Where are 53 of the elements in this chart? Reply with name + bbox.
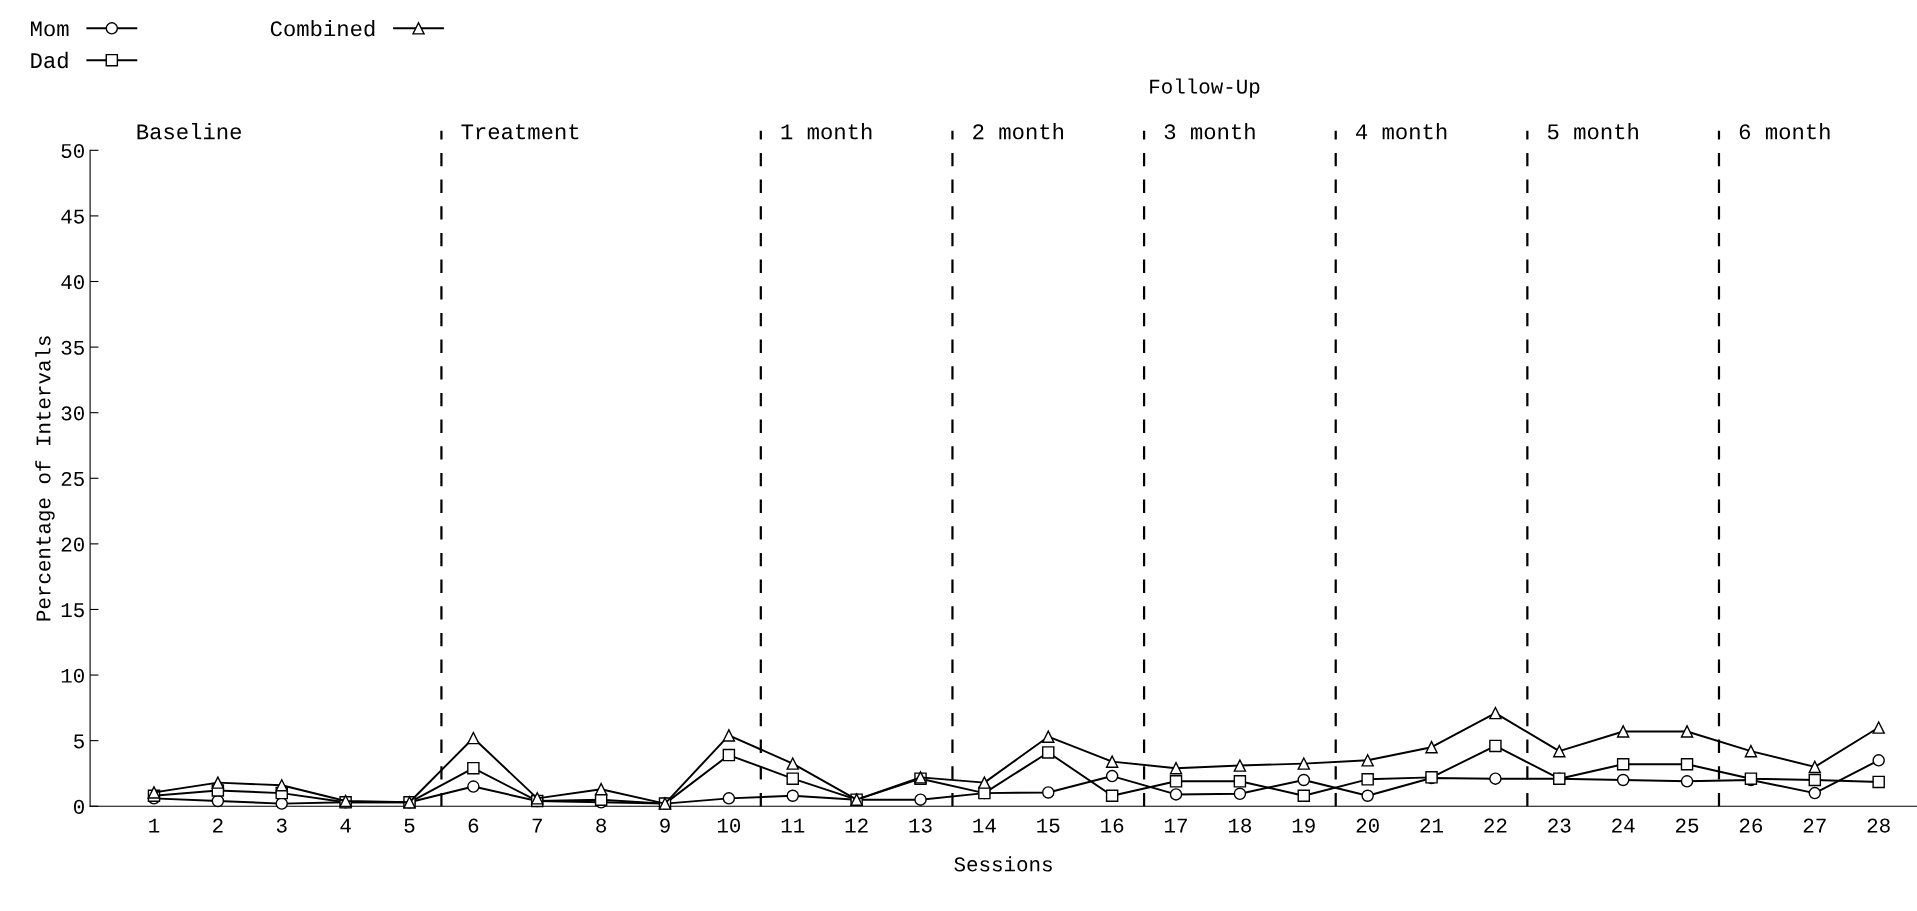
ref-line-label: 5 month [1547, 123, 1638, 140]
x-tick-label: 16 [1101, 818, 1124, 833]
x-axis-title: Sessions [954, 856, 1052, 872]
x-tick-label: 5 [404, 818, 415, 833]
text: Baseline [137, 123, 241, 140]
x-tick-label: 12 [845, 818, 868, 833]
x-tick-label: 13 [909, 818, 932, 833]
x-tick-label: 8 [596, 818, 606, 833]
x-tick-label: 2 [213, 818, 223, 833]
x-tick-label: 1 [149, 818, 160, 833]
y-tick-label: 45 [61, 209, 84, 224]
y-tick-label: 40 [61, 275, 84, 290]
y-tick-label: 10 [61, 668, 84, 683]
x-tick-label: 18 [1228, 818, 1252, 833]
x-tick-label: 17 [1165, 818, 1187, 833]
y-tick-label: 35 [61, 340, 84, 355]
x-tick-label: 19 [1292, 818, 1315, 833]
x-tick-label: 15 [1037, 818, 1060, 833]
ref-line-label: 1 month [781, 123, 872, 140]
x-tick-label: 3 [276, 818, 287, 833]
x-tick-label: 20 [1356, 818, 1379, 833]
y-tick-label: 20 [61, 537, 84, 552]
legend-label: Combined [270, 20, 375, 37]
y-tick-label: 25 [61, 471, 84, 487]
x-tick-label: 24 [1612, 818, 1635, 833]
x-tick-label: 22 [1484, 818, 1507, 833]
ref-line-label: 6 month [1739, 123, 1830, 140]
x-tick-label: 6 [468, 818, 479, 833]
y-tick-label: 5 [74, 734, 84, 749]
ref-line-label: 2 month [973, 123, 1064, 140]
x-tick-label: 25 [1676, 818, 1699, 833]
legend-label: Dad [31, 51, 68, 69]
x-tick-label: 28 [1867, 818, 1890, 833]
x-tick-label: 27 [1803, 818, 1826, 833]
x-tick-label: 26 [1739, 818, 1763, 833]
y-axis-title: Percentage of Intervals [35, 336, 55, 621]
ref-line-label: 3 month [1164, 123, 1255, 140]
x-tick-label: 11 [781, 818, 805, 833]
x-tick-label: 7 [532, 818, 542, 833]
x-tick-label: 23 [1548, 818, 1571, 833]
y-tick-label: 15 [61, 603, 84, 618]
y-tick-label: 0 [74, 799, 84, 814]
y-tick-label: 30 [61, 406, 84, 421]
x-tick-label: 4 [340, 818, 351, 833]
x-tick-label: 21 [1420, 818, 1444, 833]
text: Follow-Up [1150, 78, 1260, 98]
ref-line-label: 4 month [1355, 123, 1447, 140]
x-tick-label: 10 [717, 818, 741, 833]
x-tick-label: 14 [973, 818, 996, 833]
x-tick-label: 9 [660, 818, 670, 833]
y-tick-label: 50 [61, 143, 84, 159]
legend-label: Mom [30, 21, 69, 37]
ref-line-label: Treatment [461, 124, 579, 140]
